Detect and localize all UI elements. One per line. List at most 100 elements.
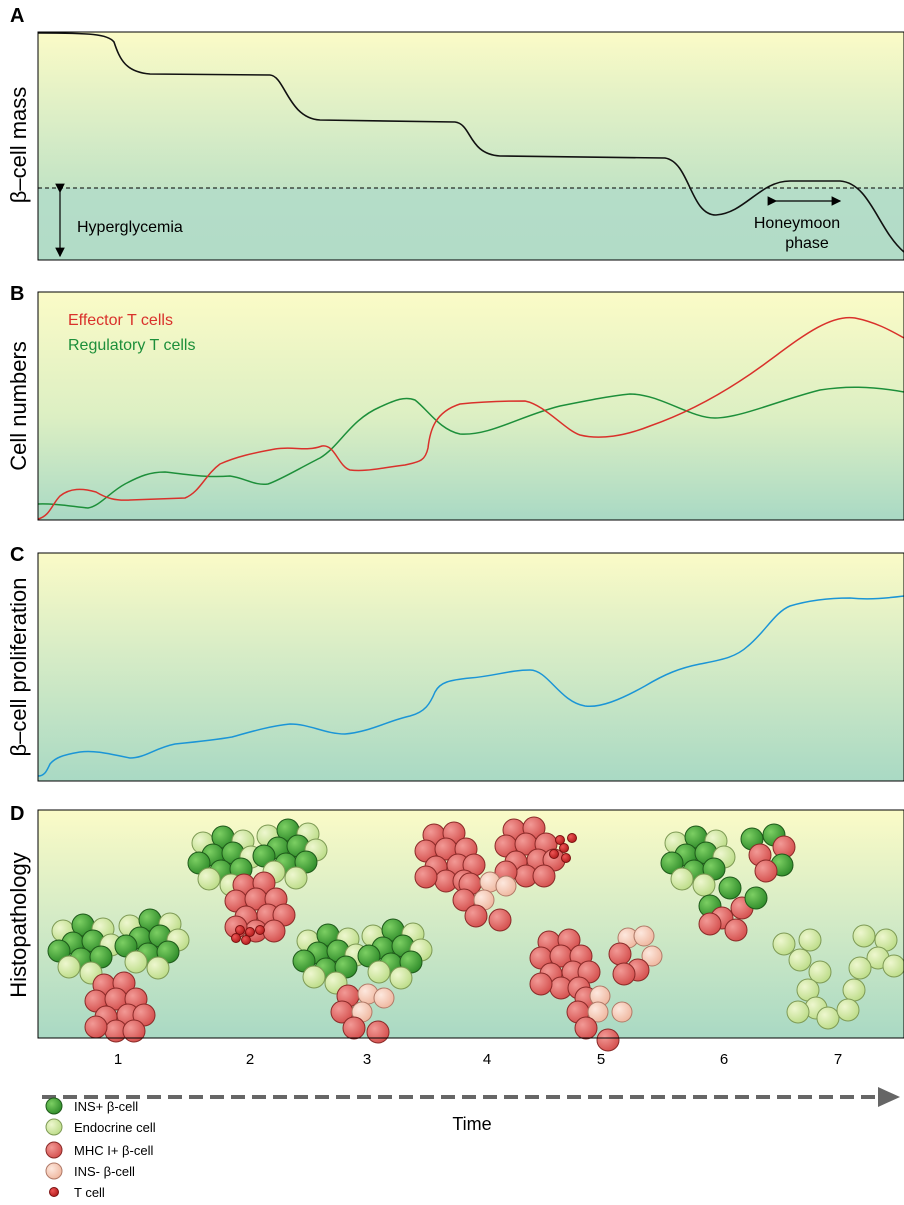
legend-mhc-swatch bbox=[45, 1141, 63, 1159]
ins-neg-cell bbox=[641, 945, 663, 967]
t-cell bbox=[255, 925, 265, 935]
endocrine-cell bbox=[852, 924, 876, 948]
mhc-cell bbox=[414, 865, 438, 889]
panel-d-letter: D bbox=[10, 803, 24, 825]
t-cell bbox=[245, 927, 255, 937]
panel-b-frame bbox=[37, 291, 904, 521]
panel-b: B Cell numbers Effector T cells Regulato… bbox=[6, 283, 904, 521]
t-cell bbox=[235, 925, 245, 935]
mhc-cell bbox=[366, 1020, 390, 1044]
t-cell bbox=[561, 853, 571, 863]
endocrine-cell bbox=[842, 978, 866, 1002]
panel-d-frame bbox=[37, 809, 904, 1039]
panel-a: A β–cell mass Hyperglycemia Honeymoon ph… bbox=[6, 5, 904, 261]
endocrine-cell bbox=[57, 955, 81, 979]
mhc-cell bbox=[262, 919, 286, 943]
stage-label-2: 2 bbox=[246, 1051, 254, 1068]
mhc-cell bbox=[754, 859, 778, 883]
panel-c-background bbox=[38, 553, 904, 781]
mhc-cell bbox=[464, 904, 488, 928]
honeymoon-label-line2: phase bbox=[785, 235, 829, 252]
legend-endocrine-swatch bbox=[45, 1118, 63, 1136]
panel-c-ylabel: β–cell proliferation bbox=[6, 578, 31, 757]
beta-cell-mass-line bbox=[37, 32, 904, 253]
legend-ins-neg-swatch bbox=[45, 1162, 63, 1180]
time-label: Time bbox=[452, 1114, 491, 1134]
endocrine-cell bbox=[367, 960, 391, 984]
honeymoon-label-line1: Honeymoon bbox=[754, 215, 840, 232]
mhc-cell bbox=[342, 1016, 366, 1040]
endocrine-cell bbox=[788, 948, 812, 972]
legend-effector-t-cells: Effector T cells bbox=[68, 312, 173, 329]
legend-regulatory-t-cells: Regulatory T cells bbox=[68, 337, 195, 354]
panel-c-letter: C bbox=[10, 544, 24, 566]
panel-a-frame bbox=[37, 31, 904, 261]
mhc-cell bbox=[532, 864, 556, 888]
endocrine-cell bbox=[124, 950, 148, 974]
t-cell bbox=[241, 935, 251, 945]
mhc-cell bbox=[724, 918, 748, 942]
stage-label-7: 7 bbox=[834, 1051, 842, 1068]
t-cell bbox=[567, 833, 577, 843]
time-axis: 1 2 3 4 5 6 7 Time bbox=[42, 1051, 900, 1134]
ins-pos-cell bbox=[718, 876, 742, 900]
legend-ins-pos-swatch bbox=[45, 1097, 63, 1115]
endocrine-cell bbox=[772, 932, 796, 956]
stage-label-3: 3 bbox=[363, 1051, 371, 1068]
ins-neg-cell bbox=[587, 1001, 609, 1023]
legend-tcell-swatch bbox=[49, 1187, 59, 1197]
endocrine-cell bbox=[692, 873, 716, 897]
beta-cell-proliferation-line bbox=[37, 595, 904, 777]
legend-mhc-label: MHC I+ β-cell bbox=[74, 1143, 153, 1158]
endocrine-cell bbox=[816, 1006, 840, 1030]
panel-d: D Histopathology bbox=[6, 803, 904, 1052]
stage-label-1: 1 bbox=[114, 1051, 122, 1068]
mhc-cell bbox=[84, 1015, 108, 1039]
stage-label-5: 5 bbox=[597, 1051, 605, 1068]
mhc-cell bbox=[612, 962, 636, 986]
endocrine-cell bbox=[836, 998, 860, 1022]
hyperglycemia-zone bbox=[38, 188, 904, 260]
panel-b-background bbox=[38, 292, 904, 520]
t-cell bbox=[559, 843, 569, 853]
ins-neg-cell bbox=[495, 875, 517, 897]
t-cell bbox=[231, 933, 241, 943]
mhc-cell bbox=[608, 942, 632, 966]
endocrine-cell bbox=[848, 956, 872, 980]
legend-endocrine-label: Endocrine cell bbox=[74, 1120, 156, 1135]
mhc-cell bbox=[574, 1016, 598, 1040]
endocrine-cell bbox=[146, 956, 170, 980]
ins-neg-cell bbox=[611, 1001, 633, 1023]
panel-c: C β–cell proliferation bbox=[6, 544, 904, 782]
mhc-cell bbox=[488, 908, 512, 932]
ins-neg-cell bbox=[633, 925, 655, 947]
endocrine-cell bbox=[197, 867, 221, 891]
panel-b-letter: B bbox=[10, 283, 24, 305]
hyperglycemia-label: Hyperglycemia bbox=[77, 219, 183, 236]
panel-b-ylabel: Cell numbers bbox=[6, 341, 31, 471]
panel-d-ylabel: Histopathology bbox=[6, 852, 31, 998]
t-cell bbox=[549, 849, 559, 859]
endocrine-cell bbox=[389, 966, 413, 990]
panel-a-ylabel: β–cell mass bbox=[6, 87, 31, 204]
endocrine-cell bbox=[798, 928, 822, 952]
mhc-cell bbox=[596, 1028, 620, 1052]
endocrine-cell bbox=[302, 965, 326, 989]
ins-neg-cell bbox=[373, 987, 395, 1009]
stage-label-4: 4 bbox=[483, 1051, 491, 1068]
time-arrow-head bbox=[878, 1087, 900, 1107]
mhc-cell bbox=[529, 972, 553, 996]
endocrine-cell bbox=[670, 867, 694, 891]
mhc-cell bbox=[698, 912, 722, 936]
regulatory-t-cells-line bbox=[37, 386, 904, 509]
endocrine-cell bbox=[882, 954, 904, 978]
panel-a-letter: A bbox=[10, 5, 24, 27]
t-cell bbox=[555, 835, 565, 845]
ins-pos-cell bbox=[744, 886, 768, 910]
legend-tcell-label: T cell bbox=[74, 1185, 105, 1200]
histopathology-cells bbox=[47, 816, 904, 1052]
panel-c-frame bbox=[37, 552, 904, 782]
endocrine-cell bbox=[284, 866, 308, 890]
stage-label-6: 6 bbox=[720, 1051, 728, 1068]
